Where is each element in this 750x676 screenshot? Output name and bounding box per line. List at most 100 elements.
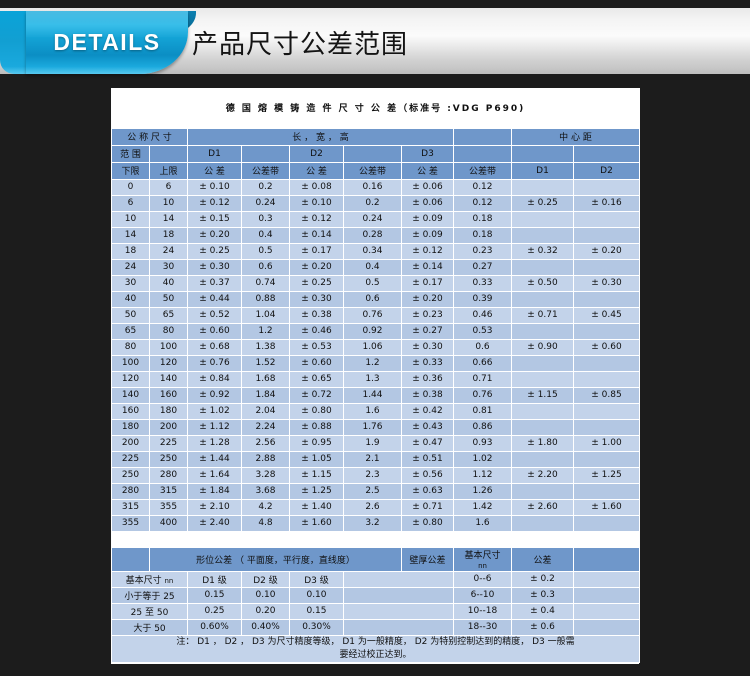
data-cell-r19-c0: 280 [111,482,150,500]
data-cell-r18-c2: ± 1.64 [187,466,242,484]
data-cell-r11-c3: 1.52 [241,354,290,372]
details-ribbon [26,11,188,74]
data-cell-r11-c5: 1.2 [343,354,402,372]
wall-size-2: 10--18 [453,602,512,620]
data-cell-r16-c8: ± 1.80 [511,434,574,452]
data-cell-r3-c3: 0.4 [241,226,290,244]
header-col-1: 上限 [149,161,188,180]
data-cell-r0-c2: ± 0.10 [187,178,242,196]
data-cell-r12-c1: 140 [149,370,188,388]
data-cell-r14-c8 [511,402,574,420]
page-banner: DETAILS 产品尺寸公差范围 [0,8,750,78]
data-cell-r7-c1: 50 [149,290,188,308]
data-cell-r16-c5: 1.9 [343,434,402,452]
bottom-wall-header: 壁厚公差 [401,546,454,572]
data-cell-r6-c0: 30 [111,274,150,292]
data-cell-r11-c6: ± 0.33 [401,354,454,372]
bottom-size-1: 25 至 50 [111,602,188,620]
data-cell-r17-c2: ± 1.44 [187,450,242,468]
data-cell-r10-c6: ± 0.30 [401,338,454,356]
data-cell-r10-c0: 80 [111,338,150,356]
data-cell-r18-c0: 250 [111,466,150,484]
data-cell-r10-c8: ± 0.90 [511,338,574,356]
data-cell-r17-c6: ± 0.51 [401,450,454,468]
data-cell-r4-c0: 18 [111,242,150,260]
data-cell-r16-c9: ± 1.00 [573,434,640,452]
data-cell-r20-c0: 315 [111,498,150,516]
data-cell-r14-c7: 0.81 [453,402,512,420]
data-cell-r3-c4: ± 0.14 [289,226,344,244]
data-cell-r19-c4: ± 1.25 [289,482,344,500]
data-cell-r2-c0: 10 [111,210,150,228]
wall-tol-3: ± 0.6 [511,618,574,636]
bottom-grade-d3: D3 级 [289,570,344,588]
header-col-7: 公差带 [453,161,512,180]
bottom-grade-d1: D1 级 [187,570,242,588]
data-cell-r12-c6: ± 0.36 [401,370,454,388]
data-cell-r9-c9 [573,322,640,340]
data-cell-r8-c3: 1.04 [241,306,290,324]
data-cell-r6-c1: 40 [149,274,188,292]
data-cell-r16-c3: 2.56 [241,434,290,452]
bottom-blank-r0 [343,586,454,604]
data-cell-r4-c6: ± 0.12 [401,242,454,260]
bottom-blank-2 [573,546,640,572]
data-cell-r4-c1: 24 [149,242,188,260]
data-cell-r13-c5: 1.44 [343,386,402,404]
header-nominal-size: 公 称 尺 寸 [111,127,188,146]
data-cell-r9-c0: 65 [111,322,150,340]
header-col-8: D1 [511,161,574,180]
data-cell-r17-c5: 2.1 [343,450,402,468]
data-cell-r20-c8: ± 2.60 [511,498,574,516]
data-cell-r17-c4: ± 1.05 [289,450,344,468]
data-cell-r10-c7: 0.6 [453,338,512,356]
data-cell-r8-c1: 65 [149,306,188,324]
data-cell-r12-c8 [511,370,574,388]
data-cell-r7-c2: ± 0.44 [187,290,242,308]
data-cell-r16-c2: ± 1.28 [187,434,242,452]
header-blank-1 [149,144,188,163]
data-cell-r21-c2: ± 2.40 [187,514,242,532]
data-cell-r14-c3: 2.04 [241,402,290,420]
data-cell-r13-c6: ± 0.38 [401,386,454,404]
data-cell-r16-c7: 0.93 [453,434,512,452]
data-cell-r0-c9 [573,178,640,196]
data-cell-r13-c4: ± 0.72 [289,386,344,404]
data-cell-r11-c0: 100 [111,354,150,372]
data-cell-r15-c3: 2.24 [241,418,290,436]
data-cell-r1-c1: 10 [149,194,188,212]
data-row: 14 18 ± 0.20 0.4 ± 0.14 0.28 ± 0.09 0.18 [111,226,640,244]
data-cell-r0-c7: 0.12 [453,178,512,196]
data-cell-r15-c7: 0.86 [453,418,512,436]
data-cell-r18-c6: ± 0.56 [401,466,454,484]
data-cell-r2-c2: ± 0.15 [187,210,242,228]
bottom-geometric-header: 形位公差 （ 平面度，平行度，直线度） [149,546,402,572]
data-cell-r4-c7: 0.23 [453,242,512,260]
header-col-9: D2 [573,161,640,180]
data-cell-r21-c0: 355 [111,514,150,532]
data-cell-r20-c2: ± 2.10 [187,498,242,516]
data-cell-r5-c6: ± 0.14 [401,258,454,276]
bottom-tolerance-header: 公差 [511,546,574,572]
data-cell-r9-c6: ± 0.27 [401,322,454,340]
data-cell-r18-c8: ± 2.20 [511,466,574,484]
data-cell-r3-c5: 0.28 [343,226,402,244]
data-cell-r0-c4: ± 0.08 [289,178,344,196]
data-cell-r0-c6: ± 0.06 [401,178,454,196]
data-cell-r4-c2: ± 0.25 [187,242,242,260]
data-cell-r2-c5: 0.24 [343,210,402,228]
data-cell-r20-c4: ± 1.40 [289,498,344,516]
bottom-data-row: 小于等于 25 0.15 0.10 0.10 6--10 ± 0.3 [111,586,640,604]
data-cell-r14-c2: ± 1.02 [187,402,242,420]
data-cell-r1-c3: 0.24 [241,194,290,212]
data-cell-r11-c2: ± 0.76 [187,354,242,372]
data-cell-r20-c7: 1.42 [453,498,512,516]
data-cell-r1-c8: ± 0.25 [511,194,574,212]
data-cell-r15-c9 [573,418,640,436]
data-cell-r10-c4: ± 0.53 [289,338,344,356]
data-row: 120 140 ± 0.84 1.68 ± 0.65 1.3 ± 0.36 0.71 [111,370,640,388]
data-cell-r21-c3: 4.8 [241,514,290,532]
data-cell-r9-c4: ± 0.46 [289,322,344,340]
data-cell-r8-c2: ± 0.52 [187,306,242,324]
data-cell-r9-c7: 0.53 [453,322,512,340]
